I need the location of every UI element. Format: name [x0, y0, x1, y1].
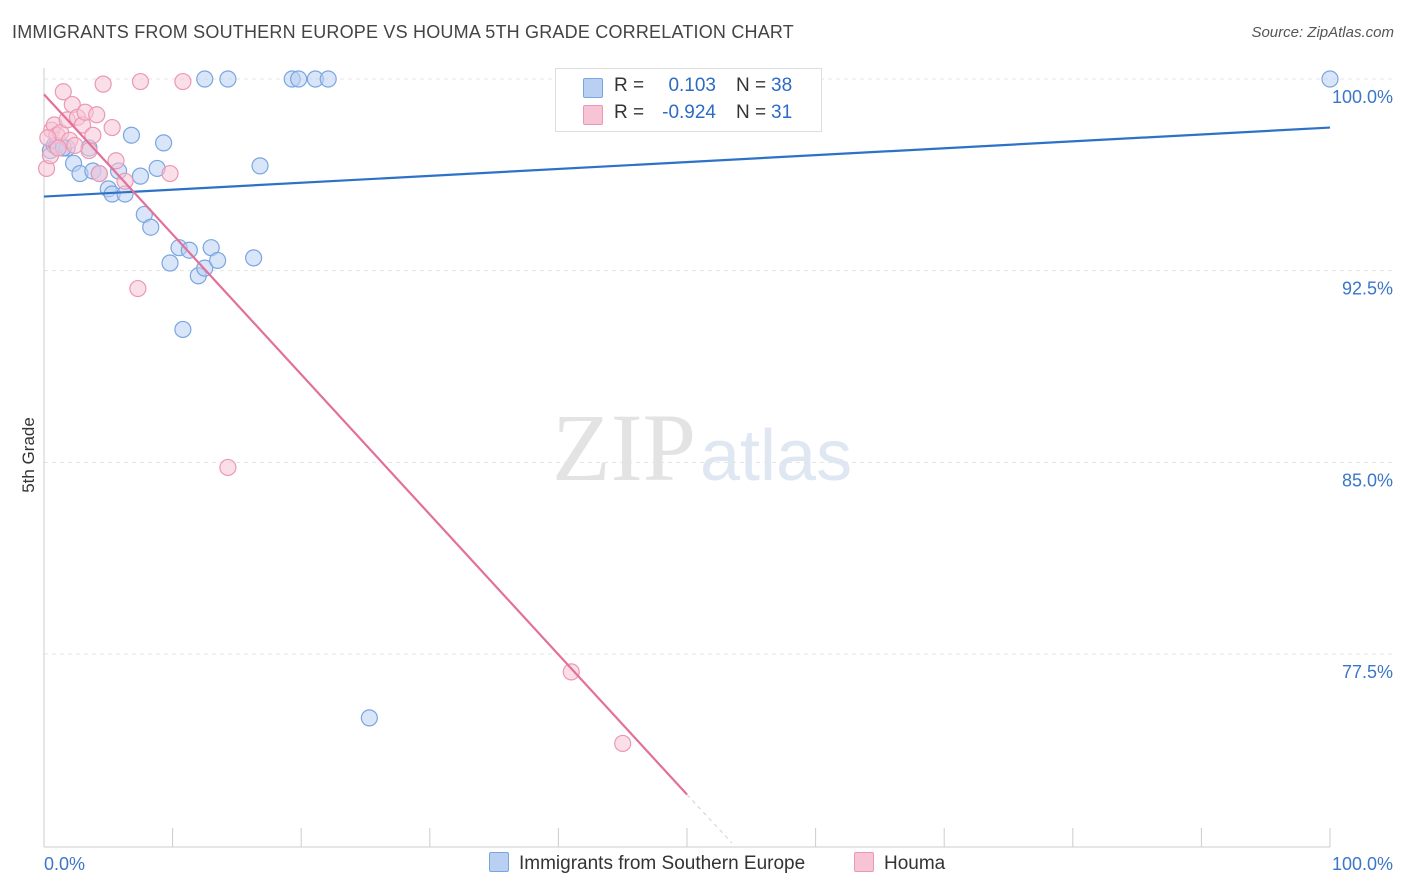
pink-point	[219, 458, 237, 477]
legend-r-label: R =	[614, 75, 645, 96]
pink-point	[107, 152, 125, 170]
legend-swatch-blue	[583, 78, 603, 98]
y-tick-label: 77.5%	[1342, 662, 1393, 682]
x-tick-label: 100.0%	[1332, 854, 1393, 874]
pink-point	[94, 75, 112, 93]
series-legend-immigrants-label: Immigrants from Southern Europe	[519, 853, 806, 874]
y-tick-label: 92.5%	[1342, 279, 1393, 299]
correlation-legend: R = 0.103 N = 38 R = -0.924 N = 31	[555, 68, 822, 132]
trend-line-immigrants	[43, 126, 1331, 198]
legend-swatch-blue	[489, 852, 509, 872]
watermark-atlas: atlas	[700, 416, 853, 496]
legend-swatch-pink	[583, 105, 603, 125]
blue-point	[174, 320, 192, 339]
source-label: Source: ZipAtlas.com	[1251, 24, 1394, 41]
legend-n-label: N =	[736, 75, 767, 96]
blue-point	[251, 157, 269, 175]
blue-point	[245, 249, 263, 267]
blue-point	[1321, 70, 1339, 88]
series-legend-immigrants[interactable]: Immigrants from Southern Europe	[489, 852, 805, 875]
pink-point	[88, 106, 106, 124]
legend-row-immigrants: R = 0.103 N = 38	[556, 73, 821, 101]
trend-line-houma	[43, 93, 688, 796]
watermark: ZIPatlas	[552, 400, 852, 496]
legend-r-value: -0.924	[662, 102, 716, 123]
blue-point	[209, 251, 227, 270]
legend-r-value: 0.103	[668, 75, 716, 96]
pink-point	[562, 663, 580, 681]
blue-point	[131, 167, 150, 185]
x-tick-label: 0.0%	[44, 854, 85, 874]
label-layer: 100.0% 92.5% 85.0% 77.5% 0.0% 100.0% 5th Grade	[19, 87, 1393, 874]
pink-point	[174, 72, 192, 91]
series-legend-houma[interactable]: Houma	[854, 852, 945, 875]
y-tick-label: 85.0%	[1342, 470, 1393, 490]
chart-title: IMMIGRANTS FROM SOUTHERN EUROPE VS HOUMA…	[12, 22, 795, 42]
points-layer	[37, 70, 1339, 753]
y-tick-label: 100.0%	[1332, 87, 1393, 107]
blue-point	[122, 126, 141, 144]
blue-point	[360, 709, 378, 727]
pink-point	[614, 734, 632, 753]
legend-r-label: R =	[614, 102, 645, 123]
legend-row-houma: R = -0.924 N = 31	[556, 100, 821, 128]
trend-line-houma-extension	[686, 794, 733, 844]
y-axis-label: 5th Grade	[19, 417, 38, 493]
pink-point	[103, 118, 121, 137]
blue-point	[319, 70, 337, 88]
blue-point	[219, 70, 237, 88]
blue-point	[196, 70, 214, 88]
legend-swatch-pink	[854, 852, 874, 872]
legend-n-label: N =	[736, 102, 767, 123]
pink-point	[39, 129, 57, 147]
pink-point	[49, 139, 67, 157]
pink-point	[129, 279, 147, 298]
blue-point	[161, 254, 179, 272]
blue-point	[142, 218, 160, 236]
axis-layer	[43, 68, 1331, 848]
pink-point	[84, 126, 102, 144]
legend-n-value: 38	[771, 75, 793, 96]
pink-point	[131, 72, 150, 91]
pink-point	[161, 164, 179, 183]
trend-layer	[43, 93, 1331, 844]
pink-point	[66, 136, 84, 155]
pink-point	[54, 83, 72, 101]
watermark-zip: ZIP	[552, 394, 696, 501]
blue-point	[290, 70, 308, 88]
blue-point	[154, 134, 173, 152]
grid-layer	[44, 78, 1392, 655]
blue-point	[180, 241, 198, 259]
series-legend-houma-label: Houma	[884, 853, 946, 874]
pink-point	[90, 164, 108, 183]
legend-n-value: 31	[771, 102, 793, 123]
